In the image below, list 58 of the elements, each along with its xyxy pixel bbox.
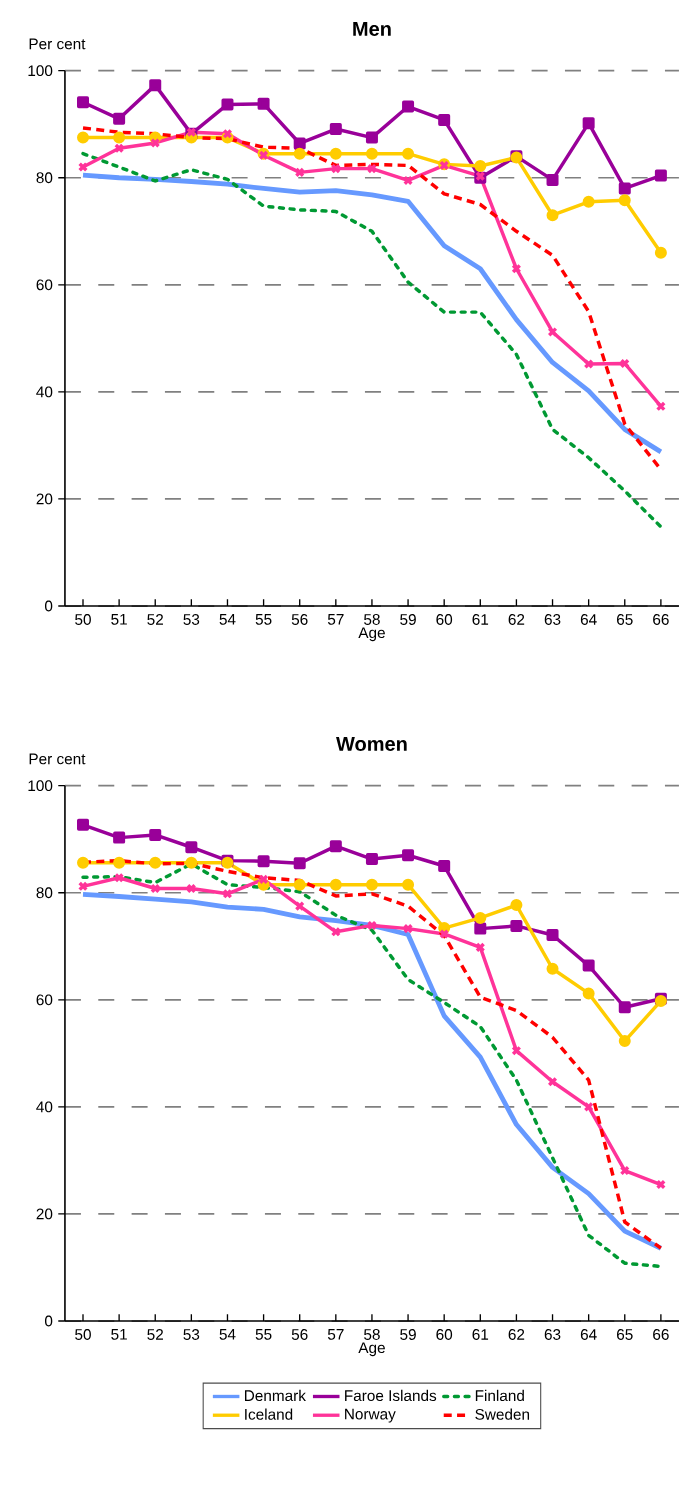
y-tick-label: 40: [36, 386, 53, 398]
x-tick-label: 63: [544, 614, 561, 625]
x-tick-label: 65: [617, 1329, 633, 1340]
y-tick-label: 20: [36, 1208, 53, 1220]
x-tick-label: 53: [183, 614, 200, 625]
x-tick-label: 61: [472, 1329, 489, 1340]
x-tick-label: 52: [147, 1329, 163, 1340]
x-tick-label: 62: [508, 1329, 525, 1340]
x-tick-label: 51: [111, 614, 127, 625]
y-tick-label: 0: [44, 1315, 53, 1327]
chart-title: Men: [353, 22, 391, 36]
x-axis-title: Age: [358, 627, 385, 642]
x-tick-label: 50: [75, 614, 91, 625]
legend-label: Denmark: [245, 1389, 306, 1402]
x-tick-label: 59: [400, 1329, 416, 1340]
y-tick-label: 60: [36, 994, 53, 1006]
x-tick-label: 65: [617, 614, 633, 625]
legend-label: Iceland: [245, 1408, 293, 1420]
x-tick-label: 64: [580, 614, 597, 625]
x-tick-label: 56: [291, 1329, 308, 1340]
x-tick-label: 58: [364, 614, 380, 625]
x-tick-label: 57: [327, 1329, 344, 1340]
y-tick-label: 100: [28, 65, 53, 77]
y-tick-label: 80: [36, 172, 53, 184]
legend-label: Finland: [475, 1389, 524, 1402]
x-tick-label: 58: [364, 1329, 380, 1340]
x-tick-label: 54: [219, 1329, 236, 1340]
x-tick-label: 66: [653, 614, 669, 625]
x-tick-label: 64: [580, 1329, 597, 1340]
x-tick-label: 61: [472, 614, 489, 625]
x-tick-label: 57: [327, 614, 344, 625]
x-tick-label: 54: [219, 614, 236, 625]
x-tick-label: 62: [508, 614, 525, 625]
x-tick-label: 59: [400, 614, 416, 625]
y-tick-label: 20: [36, 493, 53, 505]
legend-label: Norway: [345, 1408, 396, 1423]
x-tick-label: 52: [147, 614, 163, 625]
x-tick-label: 53: [183, 1329, 200, 1340]
x-tick-label: 55: [255, 614, 272, 625]
x-tick-label: 56: [291, 614, 308, 625]
y-tick-label: 60: [36, 279, 53, 291]
y-tick-label: 80: [36, 887, 53, 899]
y-axis-title: Per cent: [29, 753, 86, 765]
x-tick-label: 50: [75, 1329, 91, 1340]
x-axis-title: Age: [358, 1342, 385, 1357]
x-tick-label: 60: [436, 614, 453, 625]
x-tick-label: 55: [255, 1329, 272, 1340]
x-tick-label: 51: [111, 1329, 127, 1340]
x-tick-label: 66: [653, 1329, 669, 1340]
legend-label: Faroe Islands: [345, 1389, 437, 1402]
x-tick-label: 63: [544, 1329, 561, 1340]
legend-label: Sweden: [475, 1408, 530, 1420]
x-tick-label: 60: [436, 1329, 453, 1340]
y-tick-label: 0: [44, 600, 53, 612]
y-tick-label: 100: [28, 780, 53, 792]
chart-title: Women: [336, 737, 407, 751]
y-axis-title: Per cent: [29, 38, 86, 50]
y-tick-label: 40: [36, 1101, 53, 1113]
